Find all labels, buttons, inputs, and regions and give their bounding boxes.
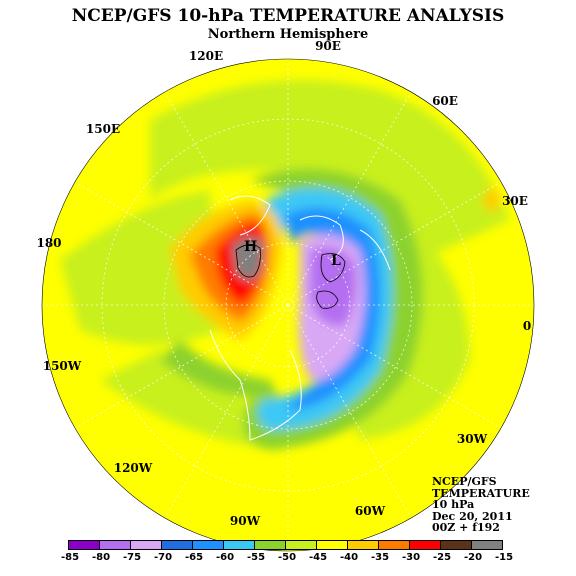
color-swatch (316, 540, 348, 550)
info-line: Dec 20, 2011 (432, 509, 513, 523)
color-swatch (409, 540, 441, 550)
longitude-label: 30E (502, 194, 528, 208)
color-swatch (161, 540, 193, 550)
info-line: TEMPERATURE (432, 486, 530, 500)
color-scale-label: -40 (339, 552, 359, 563)
color-swatch (223, 540, 255, 550)
color-swatch (347, 540, 379, 550)
longitude-label: 60W (355, 504, 386, 518)
color-scale-label: -55 (246, 552, 266, 563)
info-box: NCEP/GFS TEMPERATURE 10 hPa Dec 20, 2011… (432, 476, 530, 534)
longitude-label: 60E (432, 94, 458, 108)
color-scale-label: -15 (494, 552, 514, 563)
graticule (42, 59, 534, 551)
color-scale-label: -75 (122, 552, 142, 563)
color-swatch (378, 540, 410, 550)
coastlines (209, 195, 391, 441)
longitude-labels: 90E 60E 30E 0 30W 60W 90W 120W 150W 180 150E 120E (36, 39, 531, 528)
color-swatch (192, 540, 224, 550)
color-scale-label: -80 (91, 552, 111, 563)
map-subtitle: Northern Hemisphere (207, 27, 369, 42)
longitude-label: 150E (86, 122, 120, 136)
color-scale-label: -70 (153, 552, 173, 563)
color-scale-label: -25 (432, 552, 452, 563)
color-scale-label: -85 (60, 552, 80, 563)
temperature-field (42, 59, 534, 551)
longitude-label: 30W (457, 432, 488, 446)
info-line: 00Z + f192 (432, 521, 500, 534)
color-swatch (68, 540, 100, 550)
color-swatch (471, 540, 503, 550)
color-scale-label: -35 (370, 552, 390, 563)
color-scale-legend: -85 -80 -75 -70 -65 -60 -55 -50 -45 -40 -35 -30 -25-… (61, 540, 513, 572)
color-swatch (440, 540, 472, 550)
color-scale-label: -50 (277, 552, 297, 563)
map-title: NCEP/GFS 10-hPa TEMPERATURE ANALYSIS (71, 6, 505, 26)
color-scale-label: -20 (463, 552, 483, 563)
color-scale-label: -60 (215, 552, 235, 563)
color-scale-label: -45 (308, 552, 328, 563)
longitude-label: 90W (230, 514, 261, 528)
longitude-label: 0 (523, 319, 531, 333)
low-center-label: L (331, 253, 341, 269)
longitude-label: 180 (36, 236, 61, 250)
high-center-label: H (244, 239, 257, 255)
color-swatch (130, 540, 162, 550)
longitude-label: 120E (189, 49, 223, 63)
color-swatch (285, 540, 317, 550)
color-swatch (254, 540, 286, 550)
info-line: NCEP/GFS (432, 475, 497, 488)
contours (235, 244, 346, 309)
longitude-label: 120W (114, 461, 153, 475)
color-scale-label: -30 (401, 552, 421, 563)
longitude-label: 150W (43, 359, 82, 373)
color-swatch (99, 540, 131, 550)
info-line: 10 hPa (432, 498, 475, 511)
color-scale-label: -65 (184, 552, 204, 563)
longitude-label: 90E (315, 39, 341, 53)
